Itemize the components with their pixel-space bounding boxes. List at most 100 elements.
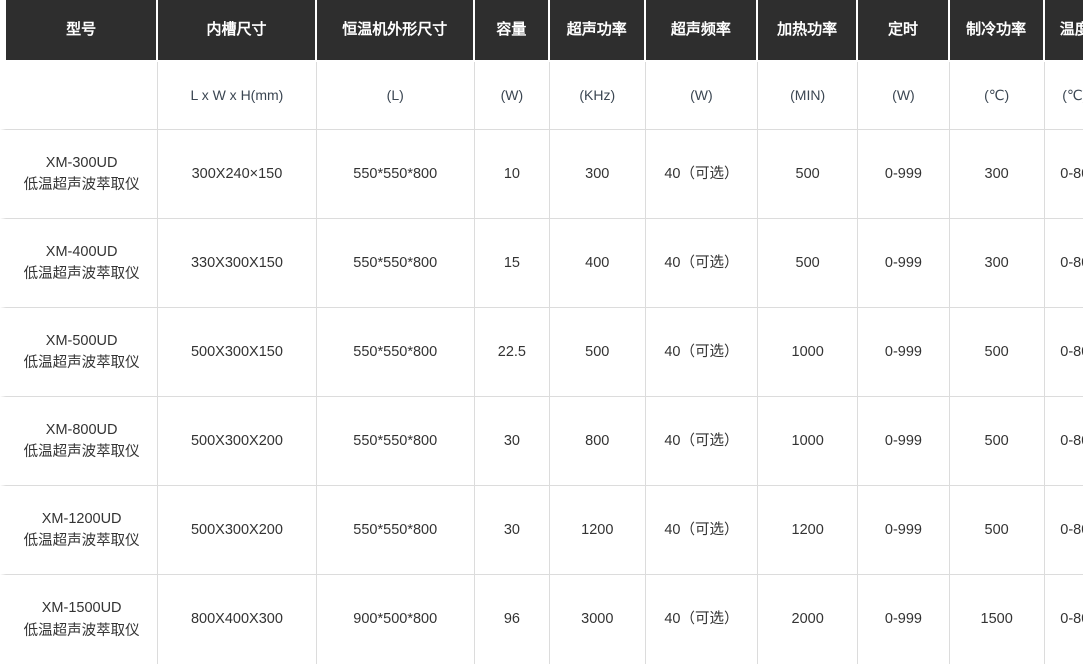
model-code: XM-800UD [45, 421, 118, 438]
table-row: XM-500UD 低温超声波萃取仪 500X300X150 550*550*800 22… [0, 308, 1083, 397]
cell-value: 0-80 [1060, 432, 1083, 449]
cell-value: 300 [984, 165, 1009, 182]
cell-value: 0-80 [1060, 611, 1083, 628]
cell-cool_power: 300 [949, 219, 1045, 308]
cell-tank_size: 330X300X150 [158, 219, 317, 308]
column-header-timer: 定时 [858, 0, 950, 62]
cell-model: XM-800UD 低温超声波萃取仪 [0, 397, 159, 486]
cell-capacity: 22.5 [474, 308, 550, 397]
cell-model: XM-400UD 低温超声波萃取仪 [0, 219, 159, 308]
table-header-row: 型号 内槽尺寸 恒温机外形尺寸 容量 超声功率 超声频率 加热功率 定时 制冷功率 温度 [0, 0, 1083, 62]
table-body: L x W x H(mm) (L) (W) (KHz) (W) (MIN) (W) (℃) (℃… [0, 62, 1083, 664]
table-units-row: L x W x H(mm) (L) (W) (KHz) (W) (MIN) (W) (℃) (℃… [0, 62, 1083, 130]
cell-heat_power: 1200 [758, 486, 859, 575]
model-description: 低温超声波萃取仪 [23, 622, 140, 639]
cell-value: 500 [585, 343, 610, 360]
cell-value: 500 [795, 254, 820, 271]
cell-heat_power: 2000 [758, 575, 859, 664]
column-header-machine_size: 恒温机外形尺寸 [316, 0, 475, 62]
column-header-model: 型号 [0, 0, 159, 62]
cell-value: 550*550*800 [353, 432, 438, 449]
cell-value: 1000 [791, 432, 824, 449]
cell-value: 900*500*800 [353, 611, 438, 628]
cell-timer: 0-999 [858, 397, 950, 486]
cell-tank_size: 300X240×150 [158, 130, 317, 219]
cell-value: 40（可选） [664, 165, 739, 182]
cell-value: 330X300X150 [190, 254, 283, 271]
cell-value: 0-80 [1060, 343, 1083, 360]
cell-value: 0-999 [884, 165, 922, 182]
column-unit-temperature: (℃) [1044, 62, 1083, 130]
column-header-heat_power: 加热功率 [758, 0, 859, 62]
cell-value: 400 [585, 254, 610, 271]
cell-value: 500 [984, 432, 1009, 449]
cell-ultra_freq: 40（可选） [645, 575, 759, 664]
column-unit-timer: (W) [858, 62, 950, 130]
cell-ultra_power: 300 [549, 130, 646, 219]
model-description: 低温超声波萃取仪 [23, 177, 140, 193]
cell-value: 1500 [980, 611, 1013, 628]
cell-temperature: 0-80 [1044, 486, 1083, 575]
cell-machine_size: 550*550*800 [316, 397, 475, 486]
model-code: XM-400UD [45, 243, 118, 260]
model-code: XM-1200UD [41, 510, 122, 527]
cell-value: 300 [585, 165, 610, 182]
cell-value: 40（可选） [664, 521, 739, 538]
cell-value: 500 [984, 521, 1009, 538]
column-unit-cool_power: (℃) [949, 62, 1045, 130]
model-code: XM-1500UD [41, 600, 122, 617]
column-header-cool_power: 制冷功率 [949, 0, 1045, 62]
cell-ultra_power: 1200 [549, 486, 646, 575]
cell-cool_power: 1500 [949, 575, 1045, 664]
model-description: 低温超声波萃取仪 [23, 266, 140, 282]
cell-value: 800X400X300 [190, 611, 283, 628]
cell-timer: 0-999 [858, 575, 950, 664]
cell-machine_size: 550*550*800 [316, 219, 475, 308]
cell-heat_power: 1000 [758, 397, 859, 486]
cell-temperature: 0-80 [1044, 130, 1083, 219]
cell-value: 0-80 [1060, 165, 1083, 182]
cell-value: 550*550*800 [353, 521, 438, 538]
cell-heat_power: 500 [758, 130, 859, 219]
cell-cool_power: 500 [949, 397, 1045, 486]
cell-tank_size: 500X300X200 [158, 397, 317, 486]
cell-value: 1200 [791, 521, 824, 538]
cell-value: 30 [503, 432, 520, 449]
cell-tank_size: 800X400X300 [158, 575, 317, 664]
cell-heat_power: 500 [758, 219, 859, 308]
cell-cool_power: 500 [949, 308, 1045, 397]
column-header-tank_size: 内槽尺寸 [158, 0, 317, 62]
cell-value: 300 [984, 254, 1009, 271]
cell-ultra_freq: 40（可选） [645, 397, 759, 486]
cell-value: 0-999 [884, 343, 922, 360]
cell-value: 40（可选） [664, 254, 739, 271]
cell-timer: 0-999 [858, 219, 950, 308]
cell-value: 40（可选） [664, 432, 739, 449]
cell-heat_power: 1000 [758, 308, 859, 397]
table-row: XM-1500UD 低温超声波萃取仪 800X400X300 900*500*800 9… [0, 575, 1083, 664]
cell-timer: 0-999 [858, 486, 950, 575]
cell-ultra_power: 400 [549, 219, 646, 308]
cell-temperature: 0-80 [1044, 575, 1083, 664]
cell-value: 40（可选） [664, 611, 739, 628]
cell-value: 1200 [581, 521, 614, 538]
cell-capacity: 30 [474, 486, 550, 575]
cell-value: 0-999 [884, 611, 922, 628]
cell-value: 550*550*800 [353, 165, 438, 182]
cell-capacity: 96 [474, 575, 550, 664]
column-header-capacity: 容量 [474, 0, 550, 62]
cell-value: 800 [585, 432, 610, 449]
cell-timer: 0-999 [858, 130, 950, 219]
cell-value: 0-999 [884, 521, 922, 538]
cell-machine_size: 900*500*800 [316, 575, 475, 664]
cell-capacity: 10 [474, 130, 550, 219]
cell-ultra_power: 500 [549, 308, 646, 397]
cell-value: 22.5 [497, 343, 526, 360]
cell-value: 10 [503, 165, 520, 182]
cell-capacity: 30 [474, 397, 550, 486]
cell-ultra_power: 800 [549, 397, 646, 486]
table-row: XM-400UD 低温超声波萃取仪 330X300X150 550*550*800 15… [0, 219, 1083, 308]
cell-model: XM-1500UD 低温超声波萃取仪 [0, 575, 159, 664]
cell-value: 500X300X200 [190, 432, 283, 449]
